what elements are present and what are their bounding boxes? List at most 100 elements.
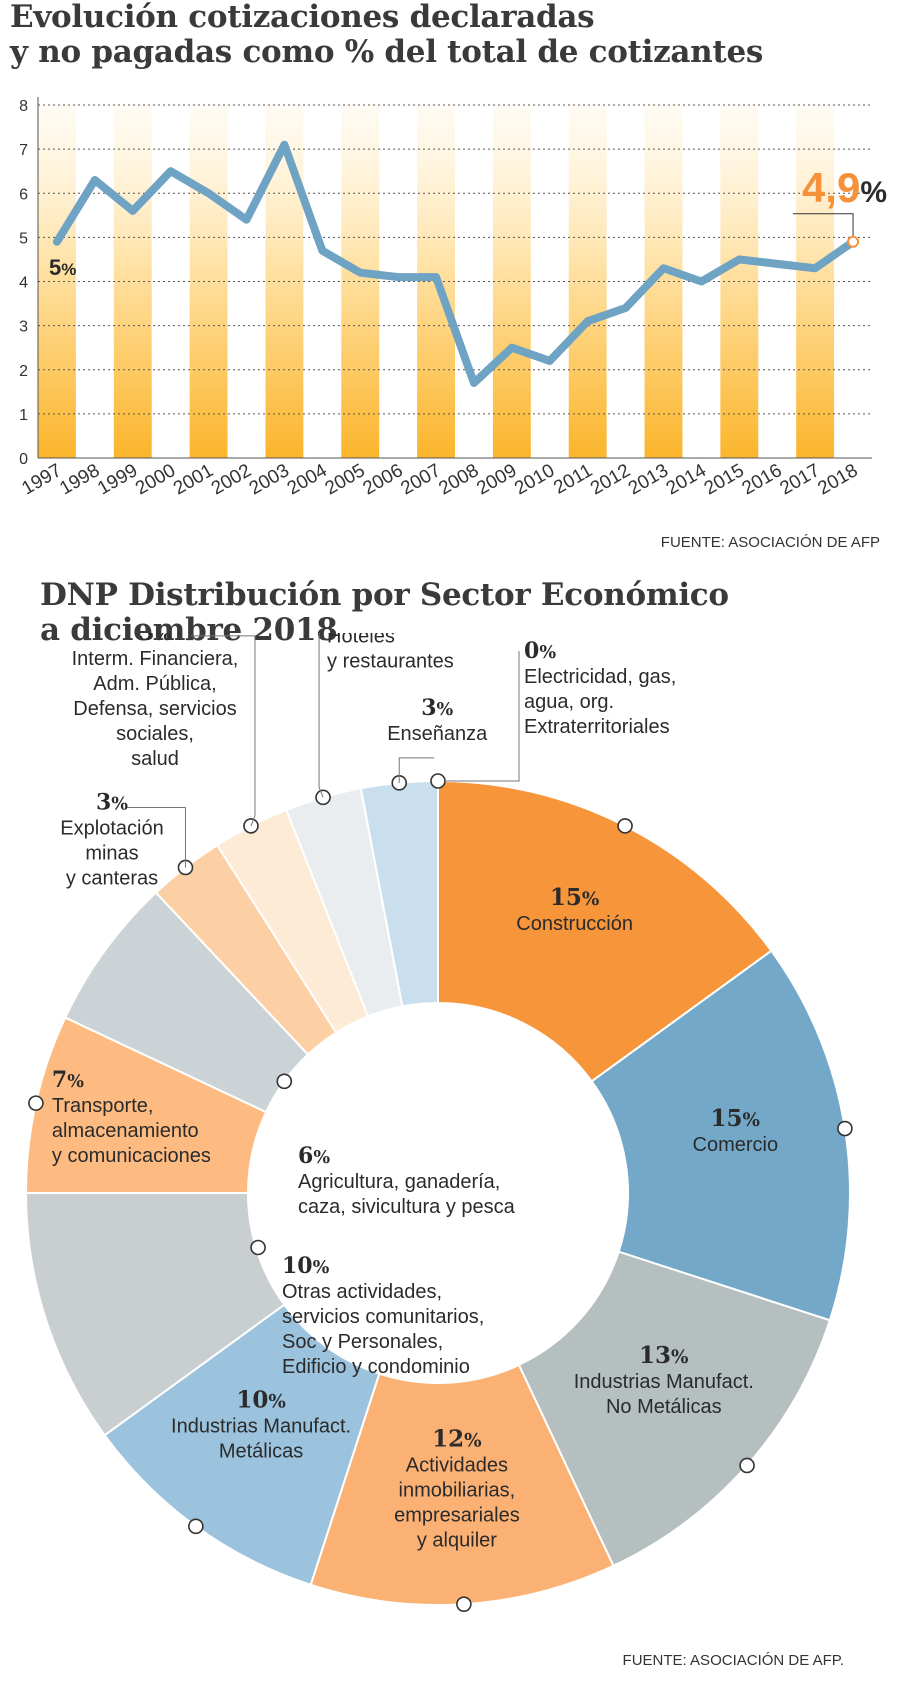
y-tick-label: 0 <box>19 451 28 468</box>
leader-line <box>125 806 186 868</box>
slice-label-line: Otras actividades, <box>282 1281 442 1303</box>
slice-percent-unit: % <box>313 1147 330 1168</box>
slice-percent-unit: % <box>743 1110 761 1131</box>
slice-percent-number: 3 <box>139 633 154 646</box>
slice-label-line: Comercio <box>693 1134 779 1156</box>
line-chart-source: FUENTE: ASOCIACIÓN DE AFP <box>660 534 880 551</box>
first-value-label: 5% <box>49 255 76 280</box>
slice-label-line: caza, sivicultura y pesca <box>298 1196 516 1218</box>
y-tick-label: 7 <box>19 142 28 159</box>
slice-label-percent: 6% <box>298 1143 330 1169</box>
slice-label-line: Defensa, servicios <box>73 698 236 720</box>
slice-label-percent: 7% <box>52 1067 84 1093</box>
leader-marker <box>250 1239 266 1256</box>
slice-label: 12%Actividadesinmobiliarias,empresariale… <box>394 1425 520 1551</box>
slice-label-percent: 10% <box>282 1253 330 1279</box>
slice-percent-unit: % <box>464 1430 482 1451</box>
slice-percent-unit: % <box>268 1392 286 1413</box>
y-tick-label: 6 <box>19 186 28 203</box>
slice-label-line: Soc y Personales, <box>282 1331 443 1353</box>
leader-line <box>445 651 520 782</box>
slice-label-percent: 12% <box>432 1425 482 1452</box>
line-chart: 0123456781997199819992000200120022003200… <box>18 97 887 499</box>
slice-percent-number: 3 <box>96 789 111 815</box>
slice-label-line: Interm. Financiera, <box>72 648 239 670</box>
y-tick-label: 2 <box>19 363 28 380</box>
leader-marker <box>28 1095 44 1111</box>
slice-label-line: Metálicas <box>219 1441 303 1463</box>
last-value-number: 4,9 <box>802 164 860 211</box>
slice-label-line: Agricultura, ganadería, <box>298 1171 500 1193</box>
series-line <box>52 140 858 387</box>
y-tick-label: 5 <box>19 230 28 247</box>
slice-percent-unit: % <box>313 1257 330 1278</box>
slice-percent-number: 10 <box>282 1253 313 1279</box>
leader-marker <box>276 1073 293 1090</box>
slice-label-percent: 0% <box>524 638 556 664</box>
slice-percent-unit: % <box>437 699 454 720</box>
background-band <box>113 105 152 458</box>
slice-label: 3% Interm. Financiera, Adm. Pública, Defens… <box>72 633 239 770</box>
slice-percent-number: 15 <box>711 1105 743 1132</box>
slice-label-line: agua, org. <box>524 691 614 713</box>
slice-label-line: y restaurantes <box>327 650 454 672</box>
slice-label-line: almacenamiento <box>52 1120 199 1142</box>
leader-line <box>398 757 435 783</box>
slice-percent-number: 3 <box>421 695 436 721</box>
slice-label-line: Hoteles <box>327 633 395 647</box>
slice-percent-number: 7 <box>52 1067 67 1093</box>
donut-chart-title: DNP Distribución por Sector Económico a … <box>40 578 880 648</box>
slice-label: 15%Construcción <box>516 884 633 935</box>
slice-label: 15%Comercio <box>693 1105 779 1156</box>
slice-label-line: Construcción <box>516 913 633 935</box>
slice-percent-unit: % <box>67 1071 84 1092</box>
donut-slice <box>517 1250 832 1568</box>
slice-percent-number: 6 <box>298 1143 313 1169</box>
slice-label-line: inmobiliarias, <box>399 1479 516 1501</box>
leader-marker <box>430 773 446 789</box>
y-tick-label: 1 <box>19 407 28 424</box>
donut-slice <box>437 779 773 1083</box>
background-band <box>568 105 607 458</box>
slice-label-percent: 15% <box>711 1105 761 1132</box>
slice-percent-unit: % <box>111 793 128 814</box>
slice-label: 10%Industrias Manufact.Metálicas <box>171 1387 351 1463</box>
slice-percent-number: 0 <box>524 638 539 664</box>
leader-line <box>318 633 324 798</box>
slice-label-line: salud <box>131 748 179 770</box>
data-point <box>847 235 860 248</box>
donut-slice <box>359 779 439 1008</box>
background-band <box>341 105 380 458</box>
last-value-label: 4,9% <box>802 164 887 211</box>
last-value-leader <box>793 213 854 236</box>
slice-label-line: y canteras <box>66 867 158 889</box>
leader-marker <box>837 1120 853 1137</box>
slice-label: 0%Electricidad, gas, agua, org. Extraterri… <box>524 638 676 738</box>
slice-label-percent: 3% <box>96 789 128 815</box>
slice-label-line: No Metálicas <box>606 1396 722 1418</box>
y-tick-label: 8 <box>19 98 28 115</box>
slice-label-line: y comunicaciones <box>52 1145 211 1167</box>
slice-label-percent: 10% <box>236 1387 286 1414</box>
slice-label-percent: 3% <box>421 695 453 721</box>
slice-label-line: Enseñanza <box>387 723 488 745</box>
first-value-unit: % <box>61 260 76 279</box>
line-chart-title-line1: Evolución cotizaciones declaradas <box>10 0 595 35</box>
slice-label: 3%Enseñanza <box>387 695 488 745</box>
donut-slice <box>103 1303 381 1587</box>
slice-label-line: Electricidad, gas, <box>524 666 676 688</box>
slice-label-line: Adm. Pública, <box>93 673 216 695</box>
slice-label-percent: 3% <box>139 633 171 646</box>
leader-marker <box>739 1457 755 1474</box>
slice-label: 6%Agricultura, ganadería,caza, sivicultu… <box>298 1143 516 1218</box>
slice-label-line: sociales, <box>116 723 194 745</box>
y-tick-label: 3 <box>19 319 28 336</box>
y-tick-label: 4 <box>19 275 28 292</box>
first-value-number: 5 <box>49 255 61 280</box>
slice-label: 13%Industrias Manufact.No Metálicas <box>574 1342 754 1418</box>
slice-label-line: Extraterritoriales <box>524 716 670 738</box>
slice-percent-number: 15 <box>550 884 582 911</box>
